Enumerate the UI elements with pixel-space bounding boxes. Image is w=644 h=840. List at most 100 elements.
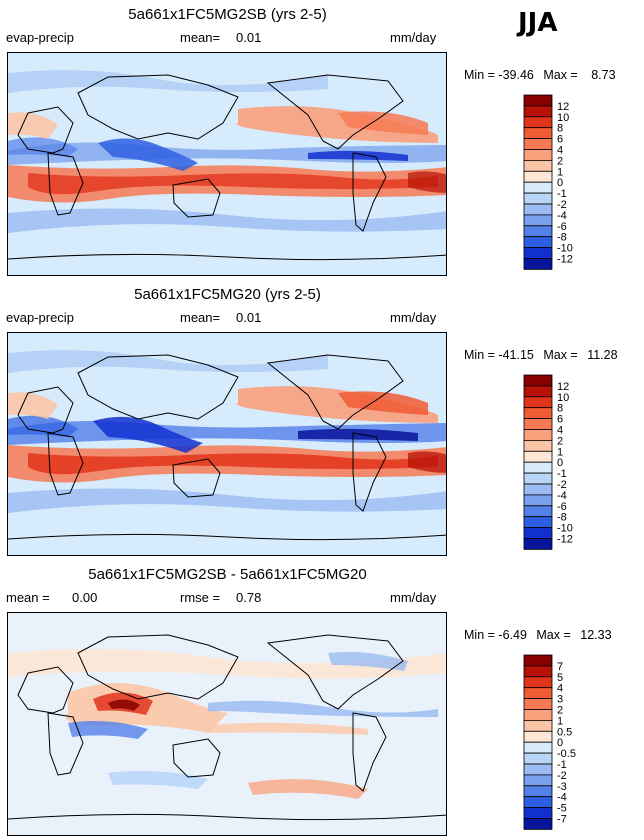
colorbar-tick-label: -0.5 bbox=[557, 748, 576, 760]
colorbar-bin bbox=[523, 461, 553, 474]
colorbar-bin bbox=[523, 720, 553, 732]
colorbar-bin bbox=[523, 138, 553, 150]
colorbar-bin bbox=[523, 752, 553, 765]
colorbar-bin bbox=[523, 258, 553, 270]
colorbar-bin bbox=[523, 149, 553, 161]
colorbar-tick-label: -4 bbox=[557, 210, 567, 222]
colorbar-tick-label: 1 bbox=[557, 166, 563, 178]
colorbar-tick-label: -1 bbox=[557, 759, 567, 771]
colorbar-tick-label: -1 bbox=[557, 468, 567, 480]
colorbar-bin bbox=[523, 494, 553, 507]
colorbar-bin bbox=[523, 698, 553, 710]
colorbar-bin bbox=[523, 214, 553, 227]
colorbar-bin bbox=[523, 385, 553, 398]
colorbar-bin bbox=[523, 116, 553, 129]
colorbar-tick-label: -12 bbox=[557, 534, 573, 546]
mean-label: mean= bbox=[180, 30, 221, 45]
colorbar-tick-label: -2 bbox=[557, 770, 567, 782]
colorbar-tick-label: 2 bbox=[557, 435, 563, 447]
min-max-readout: Min = -39.46 Max = 8.73 bbox=[464, 68, 616, 82]
colorbar-bin bbox=[523, 741, 553, 754]
colorbar-tick-label: 8 bbox=[557, 123, 563, 135]
colorbar-bin bbox=[523, 203, 553, 216]
min-value: -41.15 bbox=[498, 348, 534, 362]
colorbar-bin bbox=[523, 807, 553, 819]
colorbar-tick-label: 1 bbox=[557, 446, 563, 458]
colorbar-bin bbox=[523, 105, 553, 118]
colorbar-bin bbox=[523, 709, 553, 721]
colorbar-bin bbox=[523, 170, 553, 183]
min-label: Min = bbox=[464, 628, 495, 642]
mean-value: 0.00 bbox=[72, 590, 98, 605]
colorbar-bin bbox=[523, 774, 553, 787]
colorbar-tick-label: 6 bbox=[557, 414, 563, 426]
max-value: 8.73 bbox=[591, 68, 616, 82]
colorbar-bin bbox=[523, 516, 553, 528]
colorbar-bin bbox=[523, 127, 553, 140]
colorbar-3: 7 5 4 3 2 1 0.5 0 -0.5 -1 -2 -3 -4 -5 -7 bbox=[523, 654, 614, 831]
colorbar-bin bbox=[523, 236, 553, 248]
map-3 bbox=[7, 612, 447, 836]
colorbar-bin bbox=[523, 483, 553, 496]
rmse-value: 0.78 bbox=[236, 590, 262, 605]
colorbar-tick-label: -10 bbox=[557, 523, 573, 535]
mean-value: 0.01 bbox=[236, 310, 262, 325]
colorbar-tick-label: 1 bbox=[557, 715, 563, 727]
colorbar-tick-label: -2 bbox=[557, 479, 567, 491]
max-label: Max = bbox=[543, 348, 578, 362]
colorbar-tick-label: -12 bbox=[557, 254, 573, 266]
colorbar-tick-label: 8 bbox=[557, 403, 563, 415]
map-1 bbox=[7, 52, 447, 276]
colorbar-tick-label: 0 bbox=[557, 737, 563, 749]
colorbar-bin bbox=[523, 763, 553, 776]
max-label: Max = bbox=[543, 68, 578, 82]
colorbar-bin bbox=[523, 396, 553, 409]
colorbar-bin bbox=[523, 665, 553, 678]
min-value: -39.46 bbox=[498, 68, 534, 82]
colorbar-1: 12 10 8 6 4 2 1 0 -1 -2 -4 -6 -8 -10 -12 bbox=[523, 94, 614, 271]
colorbar-bin bbox=[523, 538, 553, 550]
season-label: JJA bbox=[518, 8, 558, 38]
colorbar-tick-label: -1 bbox=[557, 188, 567, 200]
map-2 bbox=[7, 332, 447, 556]
colorbar-tick-label: 0 bbox=[557, 177, 563, 189]
colorbar-tick-label: -5 bbox=[557, 803, 567, 815]
panel-title: 5a661x1FC5MG2SB - 5a661x1FC5MG20 bbox=[88, 566, 367, 583]
colorbar-bin bbox=[523, 160, 553, 172]
colorbar-bin bbox=[523, 418, 553, 430]
colorbar-tick-label: 4 bbox=[557, 145, 563, 157]
units-label: mm/day bbox=[390, 30, 437, 45]
min-label: Min = bbox=[464, 348, 495, 362]
colorbar-bin bbox=[523, 181, 553, 194]
colorbar-tick-label: -7 bbox=[557, 814, 567, 826]
colorbar-bin bbox=[523, 472, 553, 485]
colorbar-bin bbox=[523, 450, 553, 463]
colorbar-bin bbox=[523, 225, 553, 238]
colorbar-bin bbox=[523, 654, 553, 667]
colorbar-bin bbox=[523, 796, 553, 808]
colorbar-bin bbox=[523, 94, 553, 107]
min-max-readout: Min = -6.49 Max = 12.33 bbox=[464, 628, 612, 642]
colorbar-tick-label: 10 bbox=[557, 112, 569, 124]
colorbar-tick-label: 2 bbox=[557, 155, 563, 167]
colorbar-tick-label: 5 bbox=[557, 672, 563, 684]
max-value: 12.33 bbox=[580, 628, 612, 642]
colorbar-tick-label: -8 bbox=[557, 232, 567, 244]
mean-label: mean= bbox=[180, 310, 221, 325]
colorbar-tick-label: 4 bbox=[557, 683, 563, 695]
units-label: mm/day bbox=[390, 310, 437, 325]
colorbar-bin bbox=[523, 192, 553, 205]
rmse-label: rmse = bbox=[180, 590, 221, 605]
colorbar-bin bbox=[523, 687, 553, 700]
mean-value: 0.01 bbox=[236, 30, 262, 45]
colorbar-bin bbox=[523, 429, 553, 441]
colorbar-tick-label: -10 bbox=[557, 243, 573, 255]
colorbar-bin bbox=[523, 440, 553, 452]
max-label: Max = bbox=[536, 628, 571, 642]
colorbar-bin bbox=[523, 818, 553, 830]
colorbar-bin bbox=[523, 407, 553, 420]
colorbar-tick-label: -8 bbox=[557, 512, 567, 524]
colorbar-tick-label: -4 bbox=[557, 490, 567, 502]
panel-title: 5a661x1FC5MG2SB (yrs 2-5) bbox=[128, 6, 327, 23]
colorbar-bin bbox=[523, 505, 553, 518]
